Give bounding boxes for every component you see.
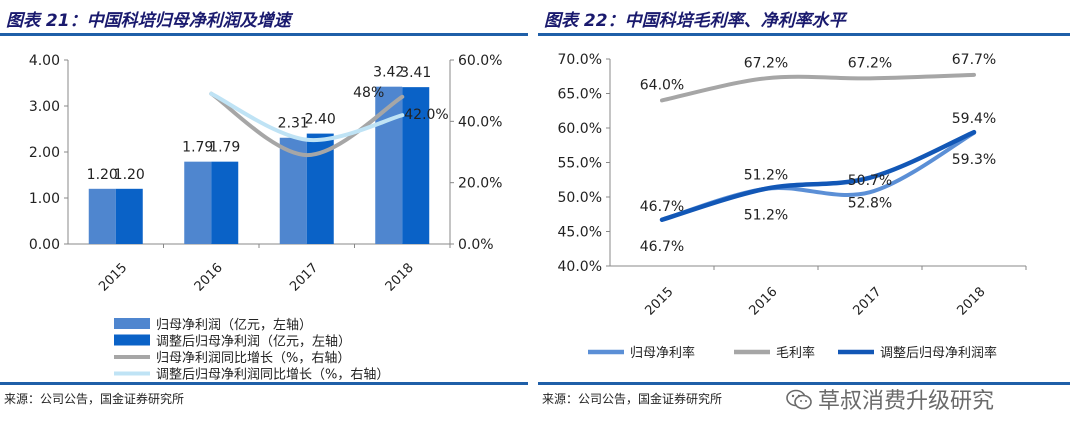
chart-panel-profit: 图表 21：中国科培归母净利润及增速 4.00 3.00 2.00 1.00 0.00 6…: [0, 0, 528, 444]
data-label: 67.7%: [952, 52, 996, 68]
left-tick-label: 1.00: [29, 191, 60, 207]
watermark-text: 草叔消费升级研究: [818, 389, 995, 414]
bar-value-label: 1.79: [209, 140, 240, 156]
y-tick-label: 55.0%: [558, 156, 602, 172]
data-label: 67.2%: [848, 55, 892, 71]
y-tick-label: 50.0%: [558, 190, 602, 206]
bar: [402, 87, 430, 244]
source-divider: [538, 382, 1070, 385]
bar-value-label: 3.41: [400, 65, 431, 81]
y-tick-label: 45.0%: [558, 225, 602, 241]
legend-label: 毛利率: [776, 345, 815, 361]
line-value-label: 48%: [353, 85, 384, 101]
right-tick-label: 60.0%: [458, 53, 502, 69]
legend-label: 归母净利润（亿元，左轴）: [156, 318, 312, 333]
growth-line: [209, 91, 405, 158]
series-line: [660, 72, 976, 103]
left-tick-label: 4.00: [29, 53, 60, 69]
bar-value-label: 2.31: [278, 116, 309, 132]
legend-label: 调整后归母净利润率: [880, 345, 997, 361]
chart-title: 图表 22：中国科培毛利率、净利率水平: [544, 11, 846, 31]
bar: [375, 86, 403, 245]
x-tick-label: 2016: [747, 285, 781, 319]
legend-label: 归母净利润同比增长（%，右轴）: [156, 351, 350, 366]
y-tick-label: 65.0%: [558, 87, 602, 103]
bar-value-label: 1.20: [114, 167, 145, 183]
profit-chart: 4.00 3.00 2.00 1.00 0.00 60.0% 40.0% 20.0% 0.0% 2…: [29, 53, 503, 381]
watermark: 草叔消费升级研究: [786, 383, 994, 415]
bar: [184, 161, 212, 244]
bar: [211, 161, 239, 244]
data-label: 64.0%: [640, 77, 684, 93]
title-bar: 图表 22：中国科培毛利率、净利率水平: [538, 0, 1070, 36]
legend-label: 归母净利率: [630, 345, 695, 361]
x-tick-label: 2018: [383, 261, 417, 295]
x-tick-label: 2017: [851, 285, 885, 319]
source-divider: [0, 382, 528, 385]
legend-swatch: [114, 318, 150, 329]
bar-value-label: 1.79: [182, 140, 213, 156]
data-label: 67.2%: [744, 55, 788, 71]
source-note: 来源：公司公告，国金证券研究所: [4, 392, 185, 406]
legend-label: 调整后归母净利润（亿元，左轴）: [156, 335, 351, 350]
wechat-icon: [786, 389, 812, 410]
y-tick-label: 40.0%: [558, 259, 602, 275]
x-tick-label: 2017: [287, 261, 321, 295]
margin-chart: 70.0% 65.0% 60.0% 55.0% 50.0% 45.0% 40.0% 2015 2…: [558, 52, 1027, 361]
legend-label: 调整后归母净利润同比增长（%，右轴）: [156, 368, 389, 381]
data-label: 52.8%: [848, 196, 892, 212]
data-label: 51.2%: [744, 168, 788, 184]
bar-value-label: 2.40: [305, 112, 336, 128]
left-tick-label: 0.00: [29, 237, 60, 253]
chart-title: 图表 21：中国科培归母净利润及增速: [6, 11, 291, 31]
y-tick-label: 60.0%: [558, 121, 602, 137]
right-tick-label: 40.0%: [458, 114, 502, 130]
left-tick-label: 3.00: [29, 99, 60, 115]
title-bar: 图表 21：中国科培归母净利润及增速: [0, 0, 528, 36]
data-label: 51.2%: [744, 208, 788, 224]
x-tick-label: 2016: [192, 261, 226, 295]
bar-value-label: 3.42: [373, 65, 404, 81]
series-line: [659, 129, 977, 223]
bar-value-label: 1.20: [87, 167, 118, 183]
data-label: 50.7%: [848, 173, 892, 189]
line-value-label: 42.0%: [404, 107, 448, 123]
y-tick-label: 70.0%: [558, 52, 602, 68]
data-label: 59.3%: [952, 152, 996, 168]
bar: [88, 188, 116, 244]
x-tick-label: 2018: [955, 285, 989, 319]
x-tick-label: 2015: [643, 285, 677, 319]
chart-panel-margin: 图表 22：中国科培毛利率、净利率水平 70.0% 65.0% 60.0% 55.0%…: [538, 0, 1070, 444]
right-tick-label: 20.0%: [458, 176, 502, 192]
right-tick-label: 0.0%: [458, 237, 494, 253]
data-label: 46.7%: [640, 199, 684, 215]
source-note: 来源：公司公告，国金证券研究所: [542, 392, 723, 406]
bar: [115, 188, 143, 244]
legend-swatch: [114, 334, 150, 346]
data-label: 59.4%: [952, 111, 996, 127]
data-label: 46.7%: [640, 239, 684, 255]
left-tick-label: 2.00: [29, 145, 60, 161]
growth-line: [209, 91, 405, 143]
x-tick-label: 2015: [96, 261, 130, 295]
